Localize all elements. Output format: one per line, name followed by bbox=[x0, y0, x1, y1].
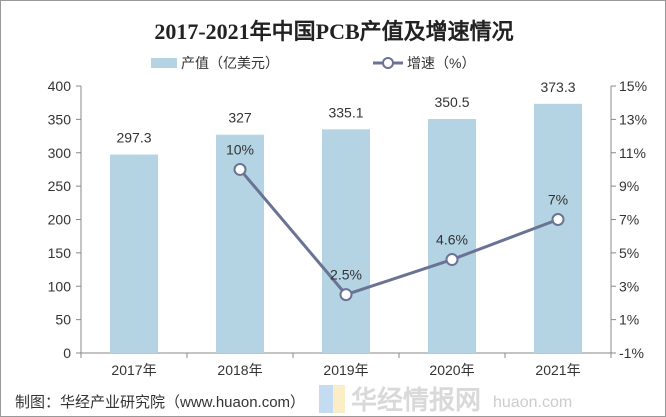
right-tick-label: 1% bbox=[619, 312, 639, 328]
growth-point bbox=[233, 162, 247, 176]
left-tick-label: 400 bbox=[48, 78, 72, 94]
legend-bar-label: 产值（亿美元） bbox=[181, 55, 279, 71]
x-tick-label: 2021年 bbox=[535, 362, 580, 378]
left-tick-label: 350 bbox=[48, 111, 72, 127]
right-tick-label: 9% bbox=[619, 178, 639, 194]
bar-2020年 bbox=[428, 119, 476, 353]
right-tick-label: 5% bbox=[619, 245, 639, 261]
bar-value-label: 373.3 bbox=[540, 79, 575, 95]
bar-value-label: 327 bbox=[228, 110, 252, 126]
growth-value-label: 2.5% bbox=[330, 267, 362, 283]
right-tick-label: -1% bbox=[619, 345, 644, 361]
right-tick-label: 13% bbox=[619, 111, 647, 127]
left-tick-label: 0 bbox=[63, 345, 71, 361]
bar-value-label: 335.1 bbox=[328, 104, 363, 120]
right-tick-label: 7% bbox=[619, 212, 639, 228]
left-tick-label: 50 bbox=[55, 312, 71, 328]
bar-2019年 bbox=[322, 129, 370, 353]
watermark-url: huaon.com bbox=[493, 394, 572, 411]
left-tick-label: 250 bbox=[48, 178, 72, 194]
chart-title: 2017-2021年中国PCB产值及增速情况 bbox=[154, 19, 513, 44]
left-tick-label: 300 bbox=[48, 145, 72, 161]
bar-value-label: 297.3 bbox=[116, 130, 151, 146]
bar-2021年 bbox=[534, 103, 582, 353]
growth-value-label: 7% bbox=[548, 192, 568, 208]
right-tick-label: 3% bbox=[619, 278, 639, 294]
x-tick-label: 2020年 bbox=[429, 362, 474, 378]
watermark-text: 华经情报网 bbox=[351, 385, 481, 415]
legend-line-marker bbox=[382, 57, 394, 69]
watermark-logo bbox=[319, 385, 333, 413]
footer-source: 制图：华经产业研究院（www.huaon.com） bbox=[15, 393, 305, 411]
x-tick-label: 2019年 bbox=[323, 362, 368, 378]
left-tick-label: 150 bbox=[48, 245, 72, 261]
growth-value-label: 4.6% bbox=[436, 232, 468, 248]
growth-point bbox=[551, 213, 565, 226]
legend-line-label: 增速（%） bbox=[407, 55, 475, 71]
watermark-logo-right bbox=[333, 385, 345, 413]
watermark: 华经情报网 huaon.com bbox=[319, 385, 572, 415]
bar-value-label: 350.5 bbox=[434, 94, 469, 110]
legend: 产值（亿美元） 增速（%） bbox=[151, 55, 475, 71]
left-tick-label: 200 bbox=[48, 212, 72, 228]
left-tick-label: 100 bbox=[48, 278, 72, 294]
x-tick-label: 2017年 bbox=[111, 362, 156, 378]
growth-value-label: 10% bbox=[226, 141, 254, 157]
growth-line bbox=[238, 168, 559, 297]
growth-point bbox=[339, 288, 353, 302]
right-tick-label: 15% bbox=[619, 78, 647, 94]
bar-2017年 bbox=[110, 154, 158, 353]
x-tick-label: 2018年 bbox=[217, 362, 262, 378]
growth-point bbox=[445, 253, 459, 267]
legend-bar-swatch bbox=[151, 58, 177, 68]
right-tick-label: 11% bbox=[619, 145, 646, 161]
